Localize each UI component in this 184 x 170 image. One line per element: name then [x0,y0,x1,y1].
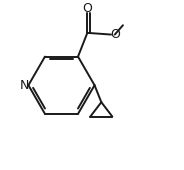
Text: O: O [82,2,92,15]
Text: O: O [110,28,120,41]
Text: N: N [20,79,29,92]
